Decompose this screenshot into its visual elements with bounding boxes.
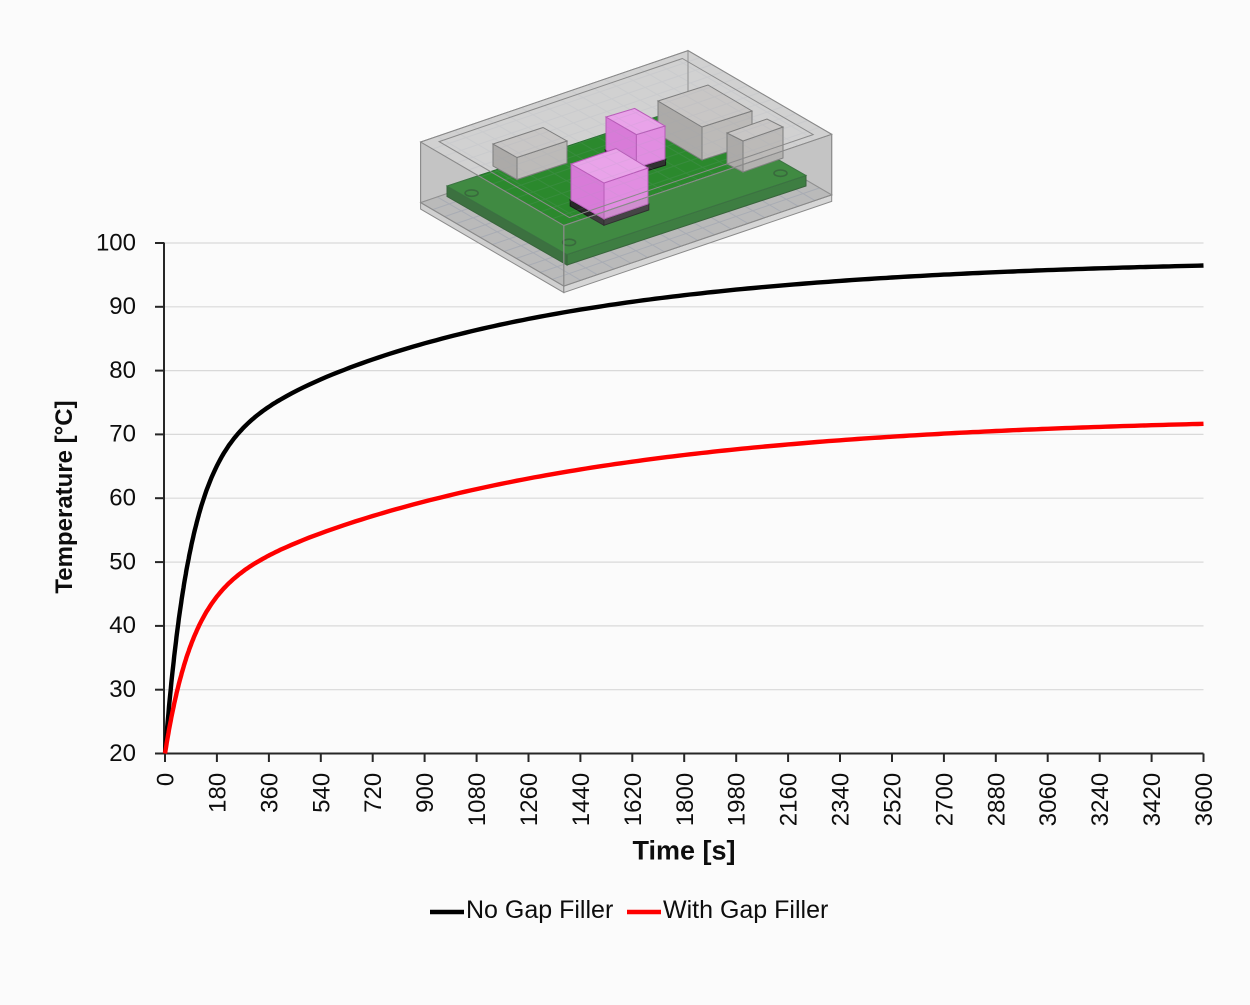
svg-text:360: 360 — [256, 773, 283, 813]
svg-text:60: 60 — [109, 485, 136, 512]
svg-text:900: 900 — [412, 773, 439, 813]
svg-text:3240: 3240 — [1087, 773, 1114, 826]
svg-text:1440: 1440 — [568, 773, 595, 826]
svg-text:1080: 1080 — [464, 773, 491, 826]
svg-text:1800: 1800 — [672, 773, 699, 826]
svg-text:2340: 2340 — [828, 773, 855, 826]
svg-text:No Gap Filler: No Gap Filler — [466, 896, 613, 924]
svg-text:720: 720 — [360, 773, 387, 813]
svg-text:Temperature [°C]: Temperature [°C] — [51, 400, 78, 593]
svg-text:2520: 2520 — [880, 773, 907, 826]
svg-text:3060: 3060 — [1035, 773, 1062, 826]
svg-text:With Gap Filler: With Gap Filler — [663, 896, 828, 924]
svg-text:1260: 1260 — [516, 773, 543, 826]
svg-text:70: 70 — [109, 421, 136, 448]
svg-text:30: 30 — [109, 676, 136, 703]
svg-text:90: 90 — [109, 293, 136, 320]
svg-text:2700: 2700 — [931, 773, 958, 826]
svg-text:2160: 2160 — [776, 773, 803, 826]
svg-text:40: 40 — [109, 612, 136, 639]
svg-text:20: 20 — [109, 740, 136, 767]
svg-text:Time [s]: Time [s] — [632, 836, 735, 866]
svg-text:2880: 2880 — [983, 773, 1010, 826]
svg-text:3420: 3420 — [1139, 773, 1166, 826]
svg-text:80: 80 — [109, 357, 136, 384]
svg-text:50: 50 — [109, 548, 136, 575]
svg-text:0: 0 — [153, 773, 180, 786]
svg-text:180: 180 — [204, 773, 231, 813]
svg-text:1620: 1620 — [620, 773, 647, 826]
svg-text:100: 100 — [96, 229, 136, 256]
svg-text:1980: 1980 — [724, 773, 751, 826]
svg-text:540: 540 — [308, 773, 335, 813]
svg-text:3600: 3600 — [1191, 773, 1218, 826]
